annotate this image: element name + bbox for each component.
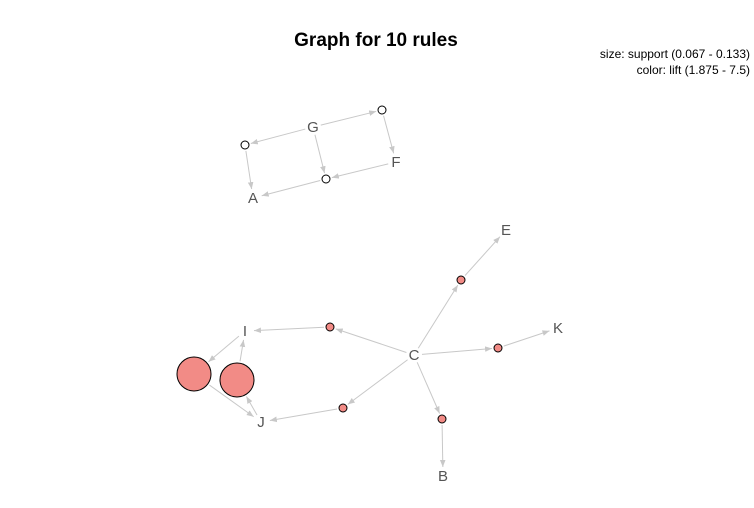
edge-r2-to-A	[245, 150, 254, 190]
edges-layer	[208, 110, 550, 468]
item-label-B: B	[438, 468, 448, 485]
edge-r3-to-A	[261, 180, 321, 197]
rule-node-r3	[321, 174, 331, 184]
rule-node-r7	[338, 403, 348, 413]
edge-r5-to-I	[253, 326, 325, 334]
items-layer: G F A E I C K J B	[243, 119, 563, 485]
item-label-K: K	[553, 320, 563, 337]
rule-node-r1	[377, 105, 387, 115]
item-label-A: A	[248, 190, 258, 207]
edge-G-to-r3	[314, 134, 326, 174]
item-label-I: I	[243, 323, 247, 340]
edge-F-to-r3	[331, 163, 389, 179]
edge-C-to-r5	[335, 328, 407, 353]
edge-C-to-r7	[347, 359, 408, 405]
edge-r8-to-B	[439, 424, 446, 468]
legend-size: size: support (0.067 - 0.133)	[600, 47, 750, 61]
rule-node-r10	[176, 356, 212, 392]
edge-r4-to-E	[464, 236, 501, 276]
edge-G-to-r1	[320, 110, 377, 126]
edge-r6-to-K	[503, 330, 550, 347]
edge-I-to-r10	[208, 335, 240, 363]
rule-node-r6	[493, 343, 503, 353]
edge-C-to-r8	[416, 362, 441, 414]
edge-C-to-r4	[417, 284, 459, 349]
rule-node-r5	[325, 322, 335, 332]
rule-node-r4	[456, 275, 466, 285]
edge-r9-to-I	[239, 339, 246, 362]
item-label-C: C	[409, 347, 420, 364]
item-label-J: J	[257, 414, 265, 431]
rule-node-r2	[240, 140, 250, 150]
item-label-G: G	[307, 119, 319, 136]
edge-G-to-r2	[250, 128, 306, 145]
item-label-F: F	[391, 154, 400, 171]
legend-color: color: lift (1.875 - 7.5)	[637, 63, 750, 77]
rule-node-r8	[437, 414, 447, 424]
graph-title: Graph for 10 rules	[294, 30, 458, 51]
edge-C-to-r6	[421, 346, 493, 355]
rule-node-r9	[219, 362, 255, 398]
edge-r10-to-J	[209, 384, 254, 418]
rules-layer	[176, 105, 503, 424]
edge-r1-to-F	[383, 115, 395, 154]
edge-r7-to-J	[269, 408, 338, 423]
edge-J-to-r9	[245, 396, 258, 416]
item-label-E: E	[501, 222, 511, 239]
